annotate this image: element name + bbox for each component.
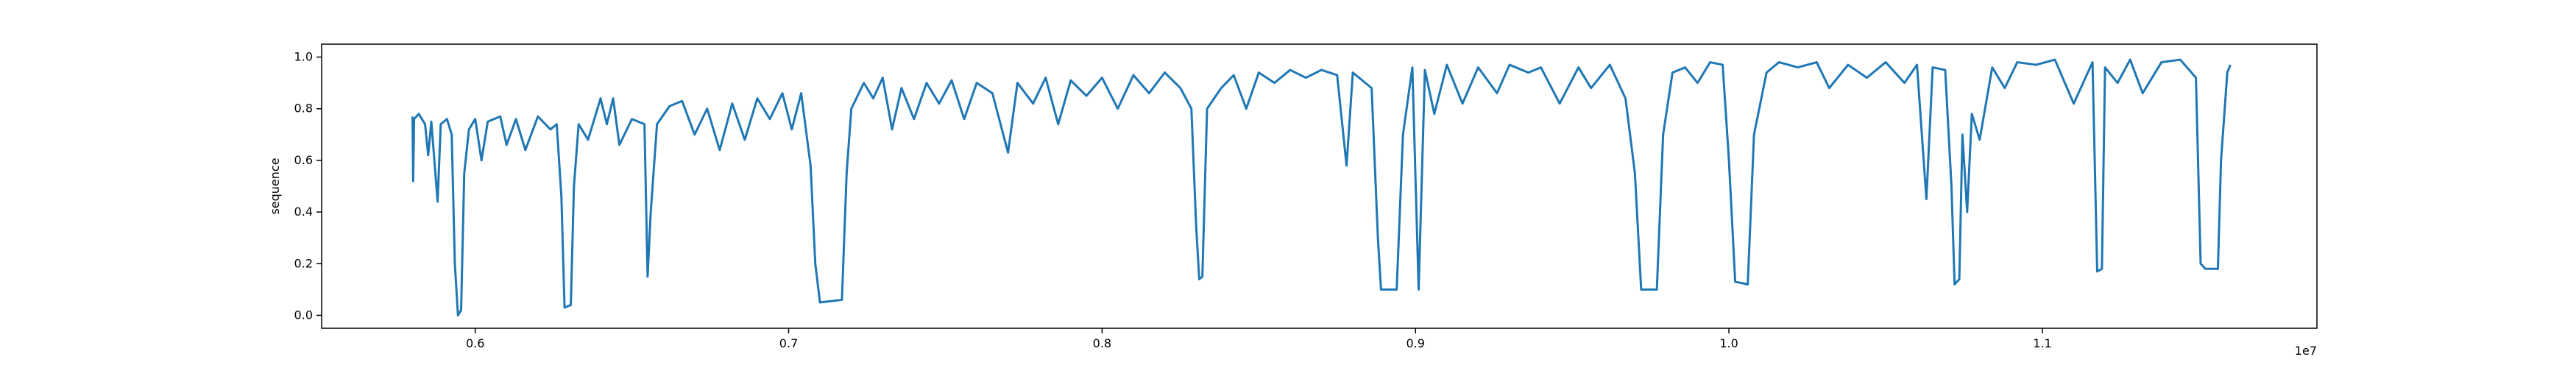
plot-frame [321, 43, 2318, 329]
x-tick-label: 1.0 [1719, 336, 1738, 350]
y-tick-label: 0.0 [294, 308, 313, 322]
y-tick-label: 0.4 [294, 205, 313, 219]
x-tick-label: 0.6 [466, 336, 484, 350]
x-tick-label: 0.8 [1093, 336, 1111, 350]
y-axis-label: sequence [268, 158, 282, 214]
x-tick-label: 0.9 [1406, 336, 1425, 350]
x-tick-label: 1.1 [2033, 336, 2051, 350]
x-tick-label: 0.7 [779, 336, 798, 350]
y-tick-label: 1.0 [294, 50, 313, 64]
y-tick-label: 0.6 [294, 153, 313, 167]
y-tick-label: 0.2 [294, 256, 313, 270]
x-offset-label: 1e7 [2295, 344, 2317, 358]
data-line [411, 58, 2232, 316]
y-tick-label: 0.8 [294, 102, 313, 116]
